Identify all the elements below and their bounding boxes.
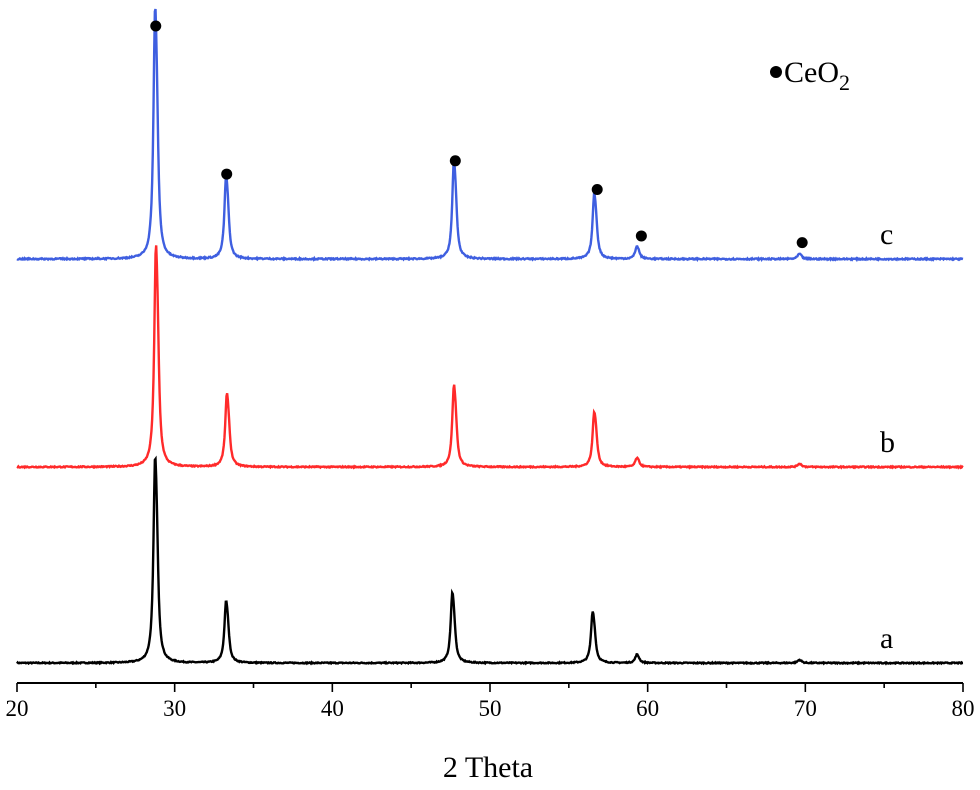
peak-marker: [796, 237, 808, 249]
peak-marker: [449, 155, 461, 167]
series-a-label: a: [880, 622, 893, 655]
legend-marker: [770, 66, 782, 78]
series-layer: a b c: [16, 8, 964, 666]
x-tick-label: 30: [163, 696, 186, 721]
series-c-line: [16, 8, 964, 263]
x-tick-label: 70: [794, 696, 817, 721]
series-b-line: [16, 245, 964, 470]
x-tick-label: 80: [952, 696, 975, 721]
x-axis-title: 2 Theta: [443, 751, 533, 784]
legend-label: CeO2: [784, 56, 850, 95]
series-a-line: [16, 455, 964, 666]
x-axis: 20 30 40 50 60 70 80: [6, 682, 975, 721]
legend: CeO2: [770, 56, 850, 95]
legend-label-main: CeO: [784, 56, 839, 89]
x-tick-label: 20: [6, 696, 29, 721]
peak-marker: [591, 184, 603, 196]
legend-label-subscript: 2: [839, 70, 850, 95]
peak-marker: [221, 168, 233, 180]
series-b-label: b: [880, 426, 895, 459]
peak-marker: [635, 230, 647, 242]
x-tick-label: 40: [321, 696, 344, 721]
peak-marker: [150, 20, 162, 32]
x-tick-label: 60: [636, 696, 659, 721]
series-c-label: c: [880, 218, 893, 251]
x-tick-label: 50: [479, 696, 502, 721]
peak-markers-layer: [150, 20, 808, 249]
